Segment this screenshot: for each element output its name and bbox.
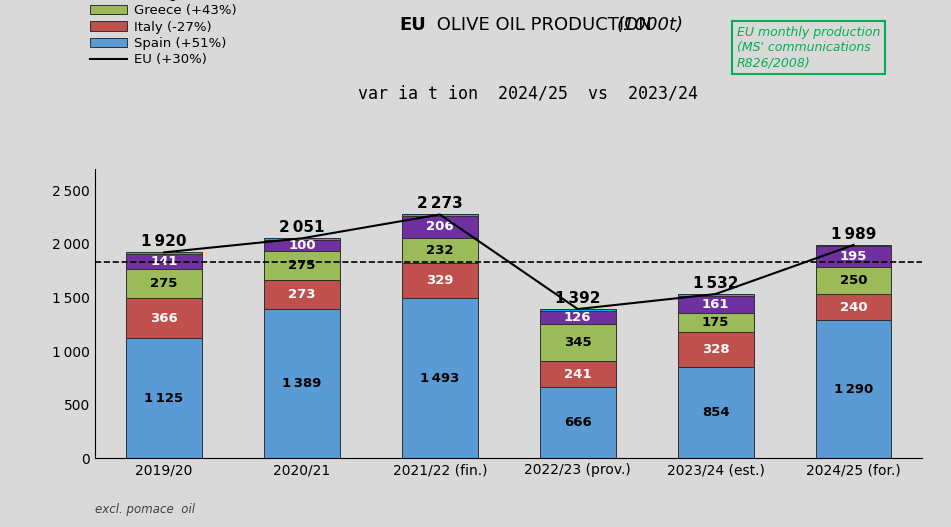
Bar [402,216,477,238]
Text: 329: 329 [426,274,454,287]
Bar [402,238,477,263]
Bar [402,298,477,458]
Bar [264,238,340,240]
Text: 1 389: 1 389 [282,377,321,391]
Text: 250: 250 [840,275,867,287]
Text: EU monthly production
(MS' communications
R826/2008): EU monthly production (MS' communication… [737,26,881,70]
Text: 666: 666 [564,416,592,430]
Text: OLIVE OIL PRODUCTION: OLIVE OIL PRODUCTION [431,16,657,34]
Bar [540,309,615,310]
Bar [678,331,753,367]
Text: 206: 206 [426,220,454,233]
Text: 175: 175 [702,316,729,329]
Bar [540,324,615,361]
Text: 275: 275 [288,259,316,272]
Text: 1 392: 1 392 [555,291,600,306]
Text: 1 125: 1 125 [145,392,184,405]
Text: var ia t ion  2024/25  vs  2023/24: var ia t ion 2024/25 vs 2023/24 [358,84,698,102]
Text: 232: 232 [426,244,454,257]
Bar [126,338,202,458]
Text: 1 493: 1 493 [420,372,459,385]
Text: 126: 126 [564,311,592,324]
Bar [126,252,202,254]
Legend: Other EU (+8%), Portugal (+21%), Greece (+43%), Italy (-27%), Spain (+51%), EU (: Other EU (+8%), Portugal (+21%), Greece … [86,0,249,72]
Text: 1 920: 1 920 [142,235,186,249]
Text: excl. pomace  oil: excl. pomace oil [95,503,195,516]
Text: 2 273: 2 273 [417,197,463,211]
Bar [816,245,891,247]
Bar [540,387,615,458]
Text: 366: 366 [150,311,178,325]
Bar [678,296,753,313]
Text: 275: 275 [150,277,178,290]
Bar [816,294,891,320]
Bar [264,240,340,250]
Text: (1000t): (1000t) [616,16,683,34]
Bar [678,294,753,296]
Bar [816,320,891,458]
Bar [678,367,753,458]
Bar [816,247,891,267]
Text: 161: 161 [702,298,729,311]
Text: 345: 345 [564,336,592,349]
Text: 1 989: 1 989 [831,227,876,242]
Text: 1 290: 1 290 [834,383,873,396]
Bar [816,267,891,294]
Bar [126,254,202,269]
Bar [126,298,202,338]
Bar [264,250,340,280]
Bar [402,214,477,216]
Text: 241: 241 [564,367,592,380]
Bar [402,263,477,298]
Bar [126,269,202,298]
Text: 141: 141 [150,255,178,268]
Text: 100: 100 [288,239,316,252]
Text: 854: 854 [702,406,729,419]
Bar [540,361,615,387]
Bar [264,309,340,458]
Text: 240: 240 [840,300,867,314]
Bar [678,313,753,331]
Text: EU: EU [399,16,426,34]
Bar [540,310,615,324]
Bar [264,280,340,309]
Text: 1 532: 1 532 [693,276,738,291]
Text: 2 051: 2 051 [280,220,324,235]
Text: 328: 328 [702,343,729,356]
Text: 195: 195 [840,250,867,264]
Text: 273: 273 [288,288,316,301]
